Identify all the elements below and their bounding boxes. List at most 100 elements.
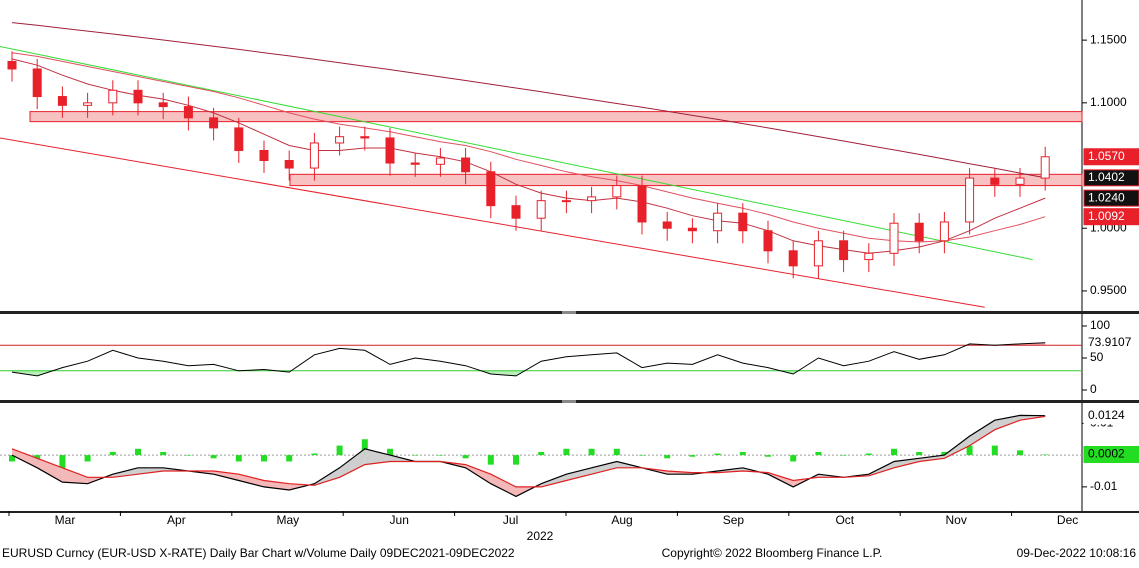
macd-fill (138, 467, 164, 475)
candle-body (738, 212, 748, 232)
candle-body (662, 221, 672, 229)
histogram-bar (210, 455, 217, 459)
y-tick-label: 0 (1090, 382, 1097, 396)
trend-line (0, 137, 985, 308)
candle-body (335, 136, 345, 144)
x-tick-label: Oct (835, 513, 854, 527)
x-tick-label: Apr (167, 513, 186, 527)
candle-body (763, 230, 773, 252)
x-tick-label: Aug (611, 513, 632, 527)
macd-fill (62, 467, 88, 484)
candle-body (259, 149, 269, 162)
candle-body (939, 221, 949, 242)
candle-body (410, 162, 420, 165)
candle-body (687, 227, 697, 232)
candle-body (788, 250, 798, 267)
value-tag (1083, 189, 1139, 207)
x-tick-label: Mar (55, 513, 76, 527)
candle-body (461, 157, 471, 173)
histogram-bar (412, 455, 419, 456)
x-axis-year: 2022 (527, 529, 554, 543)
candle-body (713, 212, 723, 232)
histogram-bar (891, 448, 897, 456)
y-tick-label: 1.1500 (1090, 32, 1127, 46)
candle-body (813, 240, 823, 267)
histogram-bar (513, 455, 519, 465)
histogram-bar (487, 455, 494, 465)
candle-body (158, 102, 168, 108)
candle-body (486, 171, 496, 207)
histogram-bar (261, 455, 267, 462)
footer-right: 09-Dec-2022 10:08:16 (1017, 546, 1137, 560)
x-tick-label: Dec (1057, 513, 1078, 527)
candle-body (965, 177, 975, 223)
histogram-bar (437, 455, 444, 456)
candle-body (183, 106, 193, 119)
candle-body (587, 196, 597, 202)
candle-body (32, 68, 42, 98)
candle-body (284, 160, 294, 169)
candle-body (234, 127, 244, 151)
x-tick-label: Jul (503, 513, 518, 527)
candle-body (435, 157, 445, 165)
histogram-bar (336, 445, 343, 456)
histogram-bar (689, 455, 696, 457)
value-tag-label: 1.0092 (1088, 209, 1125, 223)
histogram-bar (59, 455, 66, 470)
histogram-bar (613, 448, 620, 456)
histogram-bar (286, 455, 293, 462)
candle-body (612, 185, 622, 198)
x-tick-label: May (276, 513, 299, 527)
histogram-bar (991, 445, 998, 456)
macd-fill (566, 467, 592, 481)
candle-body (1015, 177, 1025, 185)
histogram-bar (185, 455, 192, 456)
histogram-bar (84, 455, 91, 462)
macd-fill (364, 448, 390, 465)
histogram-bar (765, 455, 771, 457)
value-tag (1083, 169, 1139, 187)
histogram-bar (235, 455, 242, 462)
candle-body (360, 136, 370, 139)
footer-left: EURUSD Curncy (EUR-USD X-RATE) Daily Bar… (2, 546, 515, 560)
value-tag (1083, 407, 1139, 425)
rsi-line (11, 342, 1046, 377)
resistance-band (289, 173, 1083, 187)
histogram-bar (109, 451, 116, 456)
macd-fill (238, 474, 264, 487)
histogram-bar (462, 455, 469, 459)
y-tick-label: 1.1000 (1090, 95, 1127, 109)
histogram-bar (840, 455, 847, 456)
candle-body (57, 96, 67, 106)
rsi-overbought-fill (966, 342, 1046, 346)
histogram-bar (639, 455, 645, 456)
y-tick-label: 50 (1090, 350, 1104, 364)
candle-body (133, 89, 143, 104)
x-tick-label: Nov (946, 513, 967, 527)
histogram-bar (9, 455, 15, 462)
macd-fill (541, 474, 567, 487)
macd-fill (490, 474, 516, 497)
macd-fill (919, 455, 945, 462)
histogram-bar (916, 451, 923, 456)
macd-fill (339, 448, 365, 478)
macd-fill (37, 458, 63, 483)
candle-body (309, 142, 319, 169)
value-tag-label: 1.0240 (1088, 190, 1125, 204)
histogram-bar (739, 451, 746, 456)
candle-body (637, 185, 647, 223)
histogram-bar (588, 448, 595, 456)
value-tag-label: 73.9107 (1088, 335, 1132, 349)
histogram-bar (361, 439, 368, 456)
macd-fill (12, 448, 38, 468)
histogram-bar (941, 451, 948, 456)
value-tag-label: 0.0124 (1088, 408, 1125, 422)
macd-line (11, 415, 1046, 488)
panel-divider (0, 511, 1139, 513)
histogram-bar (790, 455, 797, 462)
macd-fill (969, 420, 995, 446)
candle-body (889, 222, 899, 254)
y-tick-label: -0.01 (1090, 479, 1118, 493)
histogram-bar (714, 453, 721, 456)
